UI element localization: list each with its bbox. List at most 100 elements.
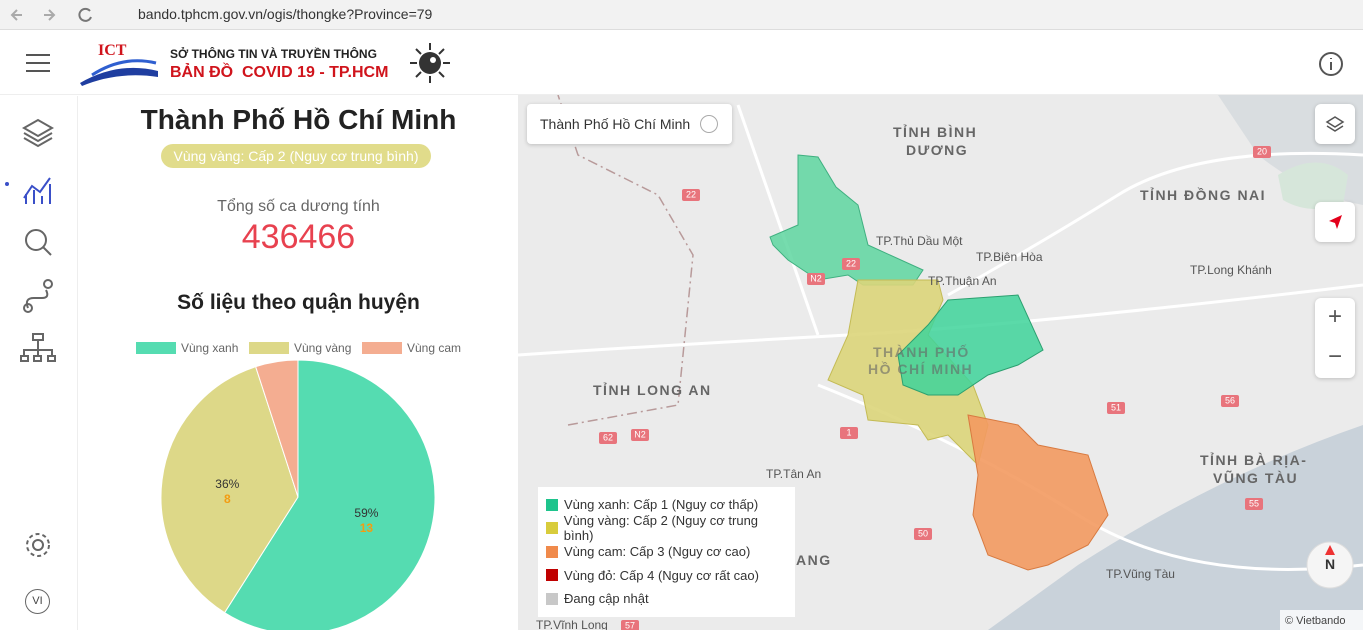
zone-badge: Vùng vàng: Cấp 2 (Nguy cơ trung bình) (161, 144, 431, 168)
legend-swatch (546, 545, 558, 558)
legend-swatch (362, 342, 402, 354)
legend-label: Vùng cam (407, 341, 461, 355)
road-number: N2 (810, 273, 822, 283)
site-title: BẢN ĐỒ COVID 19 - TP.HCM (170, 64, 389, 81)
map-label: TỈNH BÀ RỊA- (1200, 452, 1307, 468)
map-label: DƯƠNG (906, 142, 968, 158)
legend-row: Vùng đỏ: Cấp 4 (Nguy cơ rất cao) (546, 564, 787, 588)
pie-chart: Vùng xanh Vùng vàng Vùng cam 59%13 36%8 (136, 341, 461, 630)
road-shield (807, 273, 825, 285)
browser-bar: bando.tphcm.gov.vn/ogis/thongke?Province… (0, 0, 1363, 30)
road-shield (1253, 146, 1271, 158)
compass[interactable]: N (1306, 541, 1354, 589)
legend-text: Vùng đỏ: Cấp 4 (Nguy cơ rất cao) (564, 567, 759, 583)
road-shield (682, 189, 700, 201)
map-label: TP.Tân An (766, 467, 821, 481)
road-shield (842, 258, 860, 270)
settings-button[interactable] (24, 531, 52, 559)
zoom-in[interactable]: + (1327, 303, 1342, 330)
map-label: TP.Thủ Dầu Một (876, 234, 963, 248)
active-indicator (5, 182, 9, 186)
road-shield (621, 620, 639, 630)
pie-slice (223, 359, 436, 630)
map-label: VŨNG TÀU (1213, 469, 1298, 486)
city-name: Thành Phố Hồ Chí Minh (140, 104, 457, 135)
org-name: SỞ THÔNG TIN VÀ TRUYỀN THÔNG (170, 47, 377, 61)
road-number: 62 (603, 432, 613, 442)
road-shield (631, 429, 649, 441)
attribution: © Vietbando (1285, 615, 1346, 627)
map-label: THÀNH PHỐ (873, 343, 970, 360)
slice-count: 13 (360, 521, 374, 535)
total-value: 436466 (241, 218, 356, 256)
road-number: 1 (846, 427, 851, 437)
legend-swatch (546, 498, 558, 511)
map-label: TP.Long Khánh (1190, 263, 1272, 277)
road-shield (1107, 402, 1125, 414)
map-label: TP.Thuận An (928, 274, 997, 288)
legend-label: Vùng vàng (294, 341, 351, 355)
map-label: ANG (796, 552, 832, 568)
total-label: Tổng số ca dương tính (217, 198, 380, 215)
legend-label: Vùng xanh (181, 341, 238, 355)
road-number: 50 (918, 528, 928, 538)
logo-text: ICT (98, 42, 127, 59)
road-number: 22 (846, 258, 856, 268)
compass-label: N (1325, 556, 1335, 572)
legend-text: Đang cập nhật (564, 591, 649, 607)
area-select[interactable]: Thành Phố Hồ Chí Minh (527, 104, 732, 144)
map-label: HỒ CHÍ MINH (868, 360, 973, 377)
road-number: 55 (1249, 498, 1259, 508)
road-number: 56 (1225, 395, 1235, 405)
language-button[interactable]: VI (25, 589, 50, 614)
road-shield (599, 432, 617, 444)
legend-row: Đang cập nhật (546, 587, 787, 611)
legend-text: Vùng cam: Cấp 3 (Nguy cơ cao) (564, 544, 751, 560)
info-button[interactable] (1318, 51, 1344, 77)
legend-swatch (136, 342, 176, 354)
pie-slice (255, 359, 299, 498)
dropdown-arrow (700, 115, 718, 133)
section-title: Số liệu theo quận huyện (177, 291, 420, 314)
legend-swatch (546, 569, 558, 582)
legend-row: Vùng xanh: Cấp 1 (Nguy cơ thấp) (546, 493, 787, 517)
map-label: TỈNH BÌNH (893, 124, 977, 140)
map-legend: Vùng xanh: Cấp 1 (Nguy cơ thấp) Vùng vàng… (538, 487, 795, 617)
map-label: TP.Biên Hòa (976, 250, 1043, 264)
virus-icon (410, 43, 450, 83)
locate-button[interactable] (1315, 202, 1355, 242)
slice-percent: 59% (354, 506, 378, 520)
legend-swatch (546, 522, 558, 535)
legend-swatch (249, 342, 289, 354)
url[interactable]: bando.tphcm.gov.vn/ogis/thongke?Province… (138, 6, 433, 22)
legend-row: Vùng vàng: Cấp 2 (Nguy cơ trung bình) (546, 513, 787, 543)
road-number: 51 (1111, 402, 1121, 412)
sidebar-icons[interactable] (20, 114, 60, 394)
slice-percent: 36% (215, 477, 239, 491)
header: ICT SỞ THÔNG TIN VÀ TRUYỀN THÔNG BẢN ĐỒ … (0, 31, 1363, 95)
map-label: TỈNH ĐỒNG NAI (1140, 186, 1266, 203)
sidebar: VI (0, 96, 78, 630)
zoom-out[interactable]: − (1327, 343, 1342, 370)
road-number: 57 (625, 620, 635, 630)
road-number: 22 (686, 189, 696, 199)
map-label: TP.Vũng Tàu (1106, 567, 1175, 581)
map-label: TP.Vĩnh Long (536, 618, 608, 630)
layers-button[interactable] (1315, 104, 1355, 144)
road-shield (840, 427, 858, 439)
slice-count: 8 (224, 492, 231, 506)
zoom-controls: + − (1315, 298, 1355, 378)
logo: ICT (80, 42, 158, 86)
area-select-text: Thành Phố Hồ Chí Minh (540, 116, 691, 132)
road-shield (1245, 498, 1263, 510)
road-number: N2 (634, 429, 646, 439)
road-number: 20 (1257, 146, 1267, 156)
legend-swatch (546, 592, 558, 605)
road-shield (1221, 395, 1239, 407)
menu-button[interactable] (26, 53, 50, 73)
nav-buttons[interactable] (8, 5, 98, 25)
stats-panel: Thành Phố Hồ Chí Minh Vùng vàng: Cấp 2 (… (79, 96, 518, 630)
